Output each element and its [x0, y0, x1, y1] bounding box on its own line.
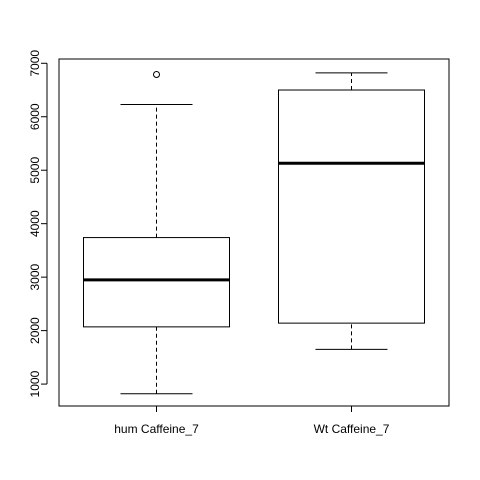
y-tick-label-6000: 6000 [28, 103, 42, 130]
y-tick-label-3000: 3000 [28, 263, 42, 290]
boxes [83, 71, 425, 395]
y-tick-label-2000: 2000 [28, 317, 42, 344]
iqr-box [278, 89, 425, 324]
iqr-box [83, 237, 230, 328]
outlier-point [153, 71, 160, 79]
x-axis: hum Caffeine_7 Wt Caffeine_7 [114, 405, 390, 436]
y-tick-label-5000: 5000 [28, 157, 42, 184]
x-tick-label-1: hum Caffeine_7 [114, 422, 199, 436]
y-tick-label-1000: 1000 [28, 370, 42, 397]
y-tick-label-4000: 4000 [28, 210, 42, 237]
y-axis: 1000 2000 3000 4000 5000 6000 7000 [28, 50, 48, 397]
y-tick-label-7000: 7000 [28, 50, 42, 77]
x-tick-label-2: Wt Caffeine_7 [314, 422, 390, 436]
box-group-2 [278, 72, 425, 350]
box-group-1 [83, 71, 230, 395]
